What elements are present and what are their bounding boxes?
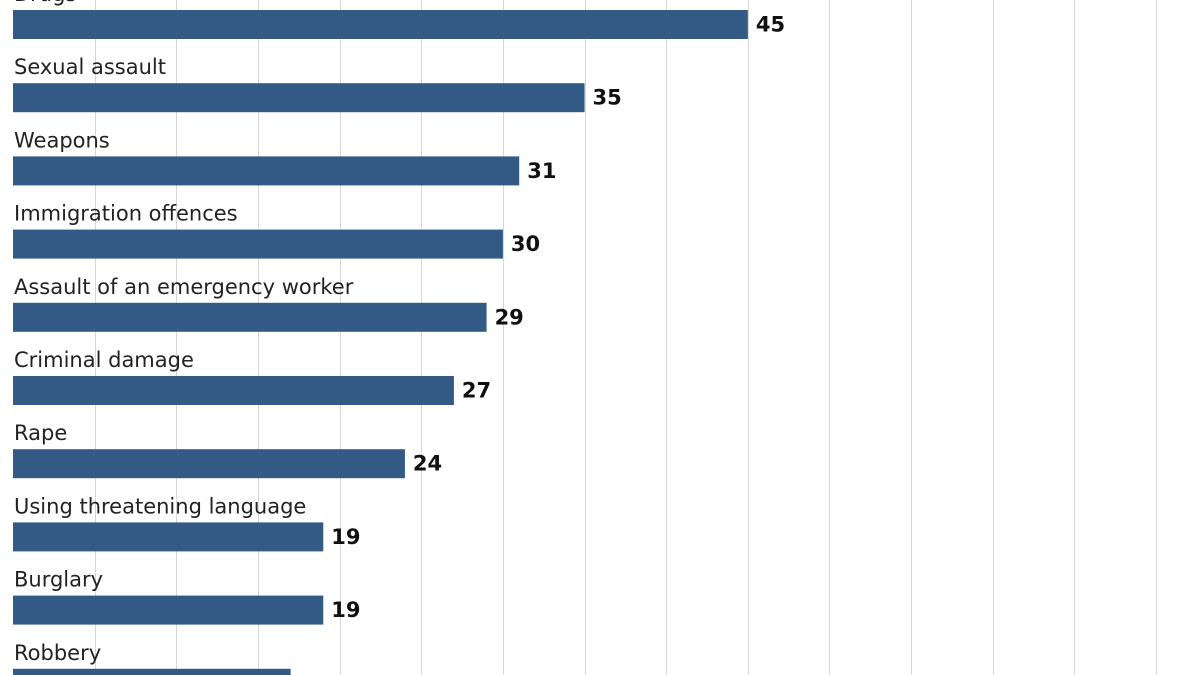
category-label: Sexual assault — [14, 55, 166, 79]
bars: Drugs 45 Sexual assault 35 Weapons 31 Immigrat… — [13, 0, 785, 675]
bar-row: Immigration offences 30 — [13, 202, 540, 259]
bar-row: Sexual assault 35 — [13, 55, 622, 113]
category-label: Robbery — [14, 641, 101, 665]
category-label: Burglary — [14, 568, 103, 592]
bar — [13, 302, 487, 332]
gridlines — [95, 0, 1157, 675]
value-label: 19 — [331, 525, 360, 549]
value-label: 35 — [593, 86, 622, 110]
bar-row: Rape 24 — [13, 421, 442, 479]
bar-row: Drugs 45 — [13, 0, 785, 39]
bar-row: Robbery 17 — [13, 641, 328, 675]
category-label: Immigration offences — [14, 202, 238, 226]
value-label: 45 — [756, 13, 785, 37]
value-label: 31 — [527, 159, 556, 183]
bar — [13, 449, 405, 479]
bar-row: Using threatening language 19 — [13, 494, 361, 552]
bar — [13, 83, 585, 113]
category-label: Using threatening language — [14, 494, 306, 518]
bar — [13, 156, 520, 186]
value-label: 29 — [495, 305, 524, 329]
category-label: Criminal damage — [14, 348, 194, 372]
bar — [13, 229, 503, 259]
bar — [13, 10, 748, 39]
value-label: 24 — [413, 452, 442, 476]
category-label: Weapons — [14, 128, 110, 152]
bar — [13, 595, 324, 625]
value-label: 27 — [462, 379, 491, 403]
category-label: Rape — [14, 421, 67, 445]
category-label: Drugs — [14, 0, 76, 6]
bar-row: Assault of an emergency worker 29 — [13, 275, 524, 332]
bar-row: Burglary 19 — [13, 568, 361, 625]
value-label: 30 — [511, 232, 540, 256]
bar-row: Criminal damage 27 — [13, 348, 491, 405]
category-label: Assault of an emergency worker — [14, 275, 354, 299]
bar — [13, 376, 454, 405]
bar — [13, 668, 291, 675]
bar — [13, 522, 324, 552]
value-label: 19 — [331, 598, 360, 622]
bar-row: Weapons 31 — [13, 128, 556, 186]
value-label: 17 — [299, 671, 328, 675]
